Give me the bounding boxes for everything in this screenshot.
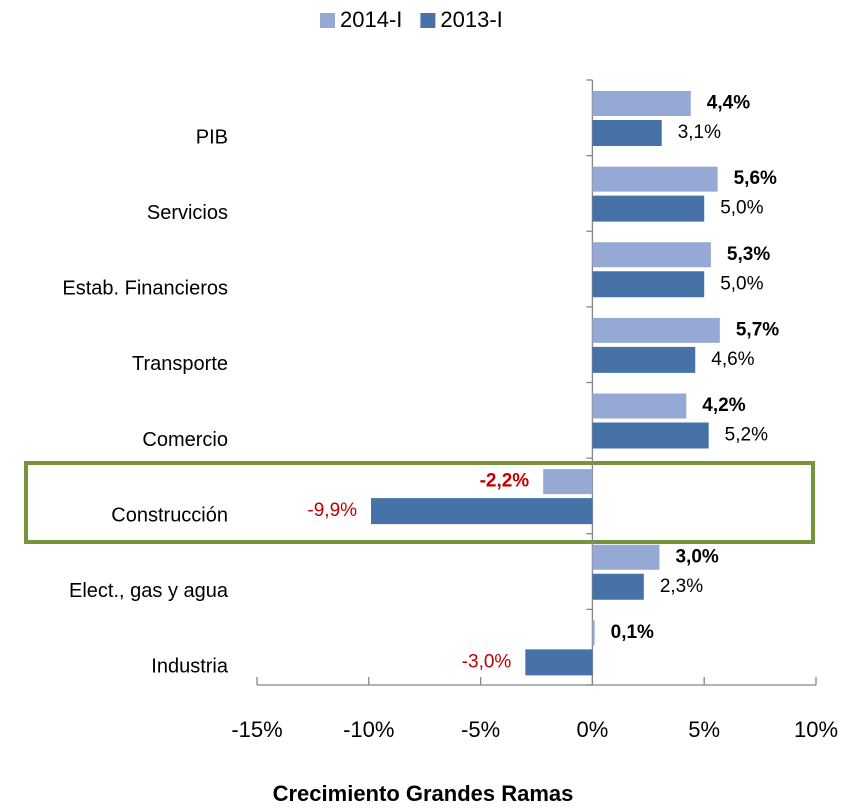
x-tick-label: -5% <box>461 717 500 742</box>
bar <box>592 91 691 116</box>
category-label: Elect., gas y agua <box>69 580 229 602</box>
category-label: Comercio <box>142 429 228 451</box>
bar <box>371 498 593 525</box>
bar <box>592 120 662 146</box>
value-label: 3,0% <box>675 546 718 567</box>
bar <box>592 393 687 419</box>
value-label: 3,1% <box>678 122 721 143</box>
highlight-box <box>24 461 815 544</box>
legend-swatch <box>420 13 436 28</box>
category-label: Servicios <box>147 202 228 224</box>
legend-label: 2014-I <box>340 7 402 32</box>
x-tick-label: -10% <box>343 717 394 742</box>
bar <box>592 242 711 268</box>
value-label: 0,1% <box>611 622 654 643</box>
bar <box>543 469 593 495</box>
x-tick-label: 0% <box>577 717 609 742</box>
value-label: 4,2% <box>702 395 745 416</box>
value-label: 5,3% <box>727 244 770 265</box>
category-label: Construcción <box>111 504 228 526</box>
chart-title: Crecimiento Grandes Ramas <box>273 781 574 806</box>
bar <box>592 271 705 298</box>
bar <box>592 166 718 192</box>
x-tick-label: 5% <box>688 717 720 742</box>
bar <box>592 620 595 646</box>
value-label: 5,2% <box>725 425 768 446</box>
legend-label: 2013-I <box>440 7 502 32</box>
bar <box>592 544 660 570</box>
value-label: -9,9% <box>307 500 357 521</box>
bar <box>525 649 593 676</box>
bar <box>592 317 720 343</box>
bar <box>592 422 709 449</box>
value-label: 5,0% <box>720 273 763 294</box>
category-label: PIB <box>196 126 228 148</box>
bar <box>592 573 644 600</box>
value-label: 5,6% <box>734 168 777 189</box>
category-label: Transporte <box>132 353 228 375</box>
category-label: Estab. Financieros <box>62 278 228 300</box>
value-label: 2,3% <box>660 576 703 597</box>
value-label: 5,7% <box>736 319 779 340</box>
value-label: 5,0% <box>720 198 763 219</box>
legend-swatch <box>320 13 335 28</box>
bar <box>592 195 705 222</box>
value-label: -2,2% <box>480 471 530 492</box>
x-tick-label: 10% <box>794 717 838 742</box>
bar <box>592 346 696 373</box>
category-label: Industria <box>151 656 229 678</box>
value-label: -3,0% <box>462 651 512 672</box>
x-tick-label: -15% <box>231 717 282 742</box>
value-label: 4,6% <box>711 349 754 370</box>
value-label: 4,4% <box>707 93 750 114</box>
